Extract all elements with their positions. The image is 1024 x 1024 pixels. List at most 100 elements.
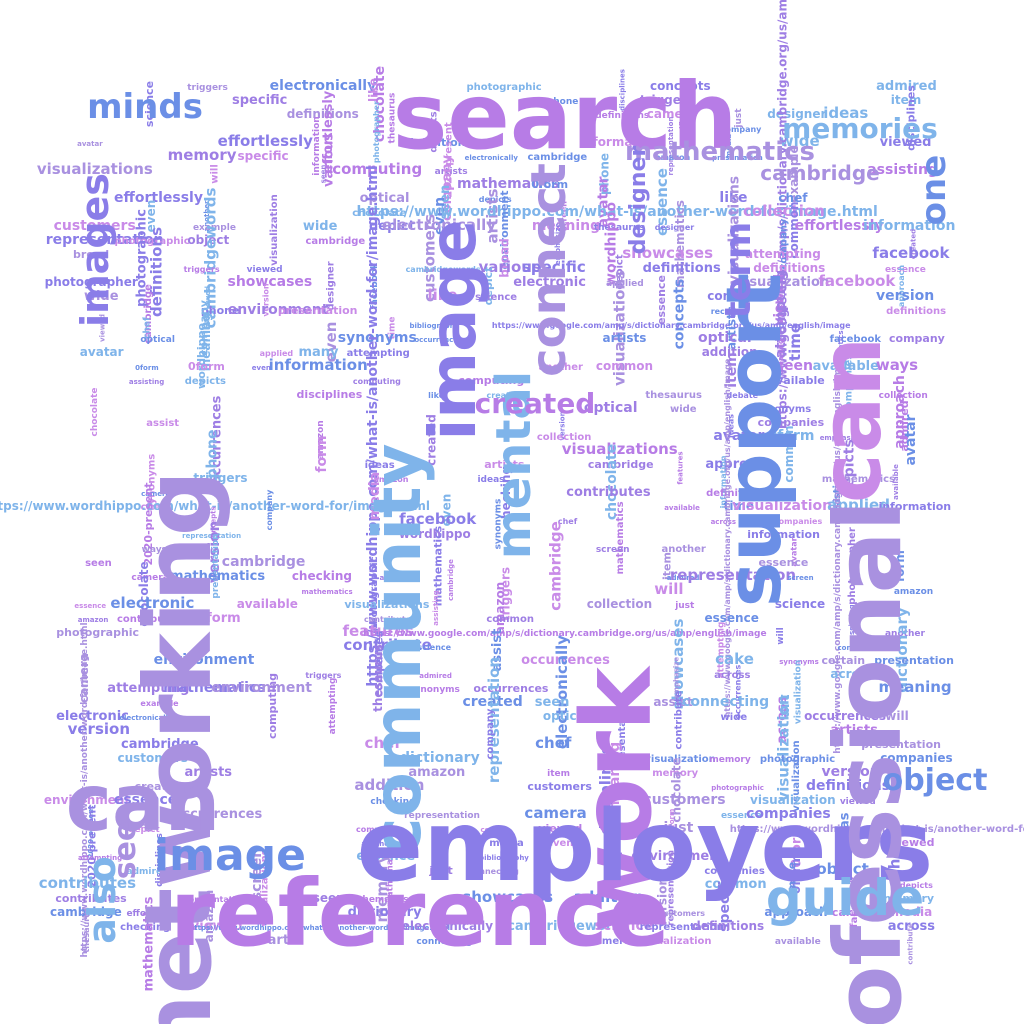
cloud-word: screen — [559, 201, 568, 231]
cloud-word: even — [432, 197, 448, 235]
cloud-word: item — [547, 769, 570, 779]
cloud-word: essence — [114, 792, 177, 808]
cloud-word: screen — [596, 545, 630, 555]
cloud-word: designer — [326, 261, 337, 310]
cloud-word: synonyms — [493, 499, 503, 550]
cloud-word: presentation — [617, 698, 628, 770]
cloud-word: time — [387, 317, 397, 340]
cloud-word: another — [361, 840, 393, 848]
cloud-word: attempting — [107, 681, 189, 696]
cloud-word: chef — [143, 317, 153, 339]
cloud-word: depicts — [841, 439, 857, 497]
cloud-word: effortlessly — [321, 90, 336, 173]
cloud-word: thesaurus — [645, 390, 702, 401]
cloud-word: electronically — [553, 635, 571, 749]
cloud-word: connecting — [682, 694, 769, 710]
cloud-word: artists — [725, 306, 739, 350]
cloud-word: electronically — [270, 78, 377, 94]
cloud-word: seen — [319, 165, 327, 184]
cloud-word: synonyms — [147, 454, 158, 511]
cloud-word: occurrences — [733, 664, 742, 719]
cloud-word: created — [462, 694, 522, 710]
cloud-word: broad — [497, 238, 511, 277]
cloud-word: chef — [141, 502, 166, 513]
cloud-word: disciplines — [297, 388, 363, 401]
cloud-word: 0form — [789, 854, 803, 894]
cloud-word: specific — [522, 258, 586, 276]
cloud-word: contributes — [55, 892, 127, 905]
cloud-word: applied — [260, 349, 294, 358]
cloud-word: mathematics — [837, 330, 845, 381]
cloud-word: connecting — [416, 937, 472, 947]
cloud-word: cambridge — [143, 284, 154, 344]
cloud-word: collection — [587, 597, 652, 611]
cloud-word: admired — [667, 574, 700, 582]
cloud-word: photographer — [847, 527, 858, 605]
cloud-word: viewed — [191, 919, 243, 934]
cloud-word: science — [775, 597, 825, 611]
cloud-word: contribute — [907, 923, 915, 964]
cloud-word: https://www.wordhippo.com/what-is/anothe… — [189, 924, 450, 932]
cloud-word: version — [876, 288, 934, 304]
cloud-word: created — [425, 414, 439, 466]
cloud-word: science — [418, 643, 452, 652]
cloud-word: depict — [369, 219, 415, 234]
cloud-word: media — [367, 472, 383, 520]
cloud-word: will — [654, 580, 683, 598]
cloud-word: cambridge — [546, 521, 564, 611]
cloud-word: work — [561, 665, 673, 933]
cloud-word: environment — [498, 190, 511, 269]
cloud-word: definitions — [886, 306, 946, 317]
cloud-word: concepts — [650, 79, 711, 93]
cloud-word: definitions — [806, 778, 890, 794]
cloud-word: designer — [767, 107, 826, 121]
cloud-word: definitions — [706, 488, 766, 499]
cloud-word: meaning — [878, 678, 951, 696]
cloud-word: admired — [876, 79, 937, 94]
cloud-word: wide — [721, 712, 748, 723]
cloud-word: form — [668, 809, 676, 828]
cloud-word: assisting — [867, 162, 938, 178]
cloud-word: wordhippo — [399, 527, 471, 541]
cloud-word: triggers — [305, 671, 341, 680]
cloud-word: photographic — [114, 236, 189, 247]
cloud-word: computing — [353, 377, 401, 386]
cloud-word: camera — [131, 573, 168, 583]
cloud-word: specific — [717, 872, 733, 932]
cloud-word: addition — [702, 345, 758, 359]
cloud-word: also — [80, 856, 124, 943]
cloud-word: synonyms — [755, 404, 812, 415]
cloud-word: created — [475, 387, 596, 420]
cloud-word: various — [479, 258, 541, 276]
cloud-word: presentation — [211, 533, 221, 598]
cloud-word: debate — [727, 391, 759, 400]
cloud-word: checking — [499, 466, 513, 526]
cloud-word: 2020-present — [85, 804, 98, 887]
cloud-word: memory — [168, 146, 237, 164]
cloud-word: depicts — [429, 111, 440, 152]
cloud-word: representation — [404, 811, 480, 821]
cloud-word: viewed — [880, 135, 932, 150]
cloud-word: chef — [535, 734, 572, 752]
cloud-word: one — [914, 155, 954, 226]
cloud-word: information — [878, 500, 951, 513]
cloud-word: like — [428, 391, 445, 400]
cloud-word: assist — [653, 695, 693, 709]
cloud-word: like — [428, 286, 458, 304]
cloud-word: assist — [490, 629, 505, 672]
cloud-word: meaning — [199, 313, 213, 372]
cloud-word: ideas — [823, 104, 868, 122]
cloud-word: depict — [128, 825, 160, 835]
cloud-word: company — [440, 154, 455, 221]
cloud-word: 0form — [135, 364, 158, 372]
cloud-word: essence — [759, 556, 809, 569]
cloud-word: representation — [179, 895, 247, 904]
cloud-word: environment — [154, 652, 255, 668]
cloud-word: companies — [704, 866, 764, 877]
cloud-word: common — [787, 201, 801, 258]
cloud-word: admired — [898, 400, 911, 451]
cloud-word: contribute — [364, 615, 412, 624]
cloud-word: collection — [537, 432, 592, 443]
cloud-word: contributes — [566, 485, 651, 500]
cloud-word: avatar — [789, 537, 798, 566]
